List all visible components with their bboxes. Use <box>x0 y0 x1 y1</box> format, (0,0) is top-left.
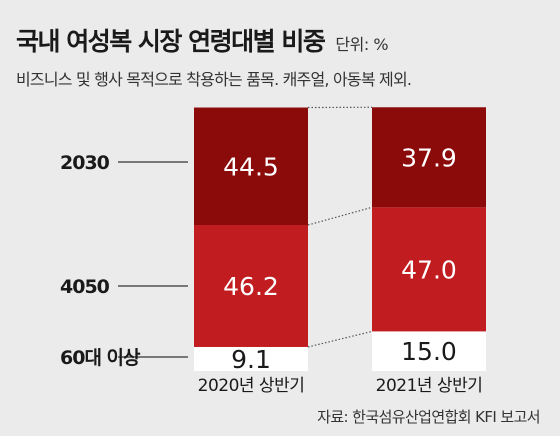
chart-subtitle: 비즈니스 및 행사 목적으로 착용하는 품목. 캐주얼, 아동복 제외. <box>16 70 412 89</box>
connector-line-2 <box>307 330 373 348</box>
title-row: 국내 여성복 시장 연령대별 비중 단위: % <box>16 22 389 58</box>
x-tick-label-2021: 2021년 상반기 <box>376 376 483 396</box>
bar-segment-2030-2021 <box>372 107 486 208</box>
legend-label-60: 60대 이상 <box>60 347 141 369</box>
bar-segment-60-2021 <box>372 331 486 371</box>
legend-label-4050: 4050 <box>60 276 110 298</box>
value-label-2030-2021: 37.9 <box>401 143 457 172</box>
value-label-2030-2020: 44.5 <box>223 152 279 181</box>
value-label-4050-2020: 46.2 <box>223 272 279 301</box>
bar-segment-4050-2021 <box>372 207 486 332</box>
bar-segment-60-2020 <box>194 346 308 371</box>
source-note: 자료: 한국섬유산업연합회 KFI 보고서 <box>317 408 540 426</box>
bar-segment-4050-2020 <box>194 225 308 347</box>
bar-segment-2030-2020 <box>194 107 308 226</box>
value-label-60-2020: 9.1 <box>231 345 271 374</box>
value-label-4050-2021: 47.0 <box>401 255 457 284</box>
unit-label: 단위: % <box>335 35 389 54</box>
value-label-60-2021: 15.0 <box>401 337 457 366</box>
x-tick-label-2020: 2020년 상반기 <box>198 376 305 396</box>
chart-title: 국내 여성복 시장 연령대별 비중 <box>16 27 326 56</box>
legend-label-2030: 2030 <box>60 152 110 174</box>
connector-line-1 <box>307 206 373 226</box>
